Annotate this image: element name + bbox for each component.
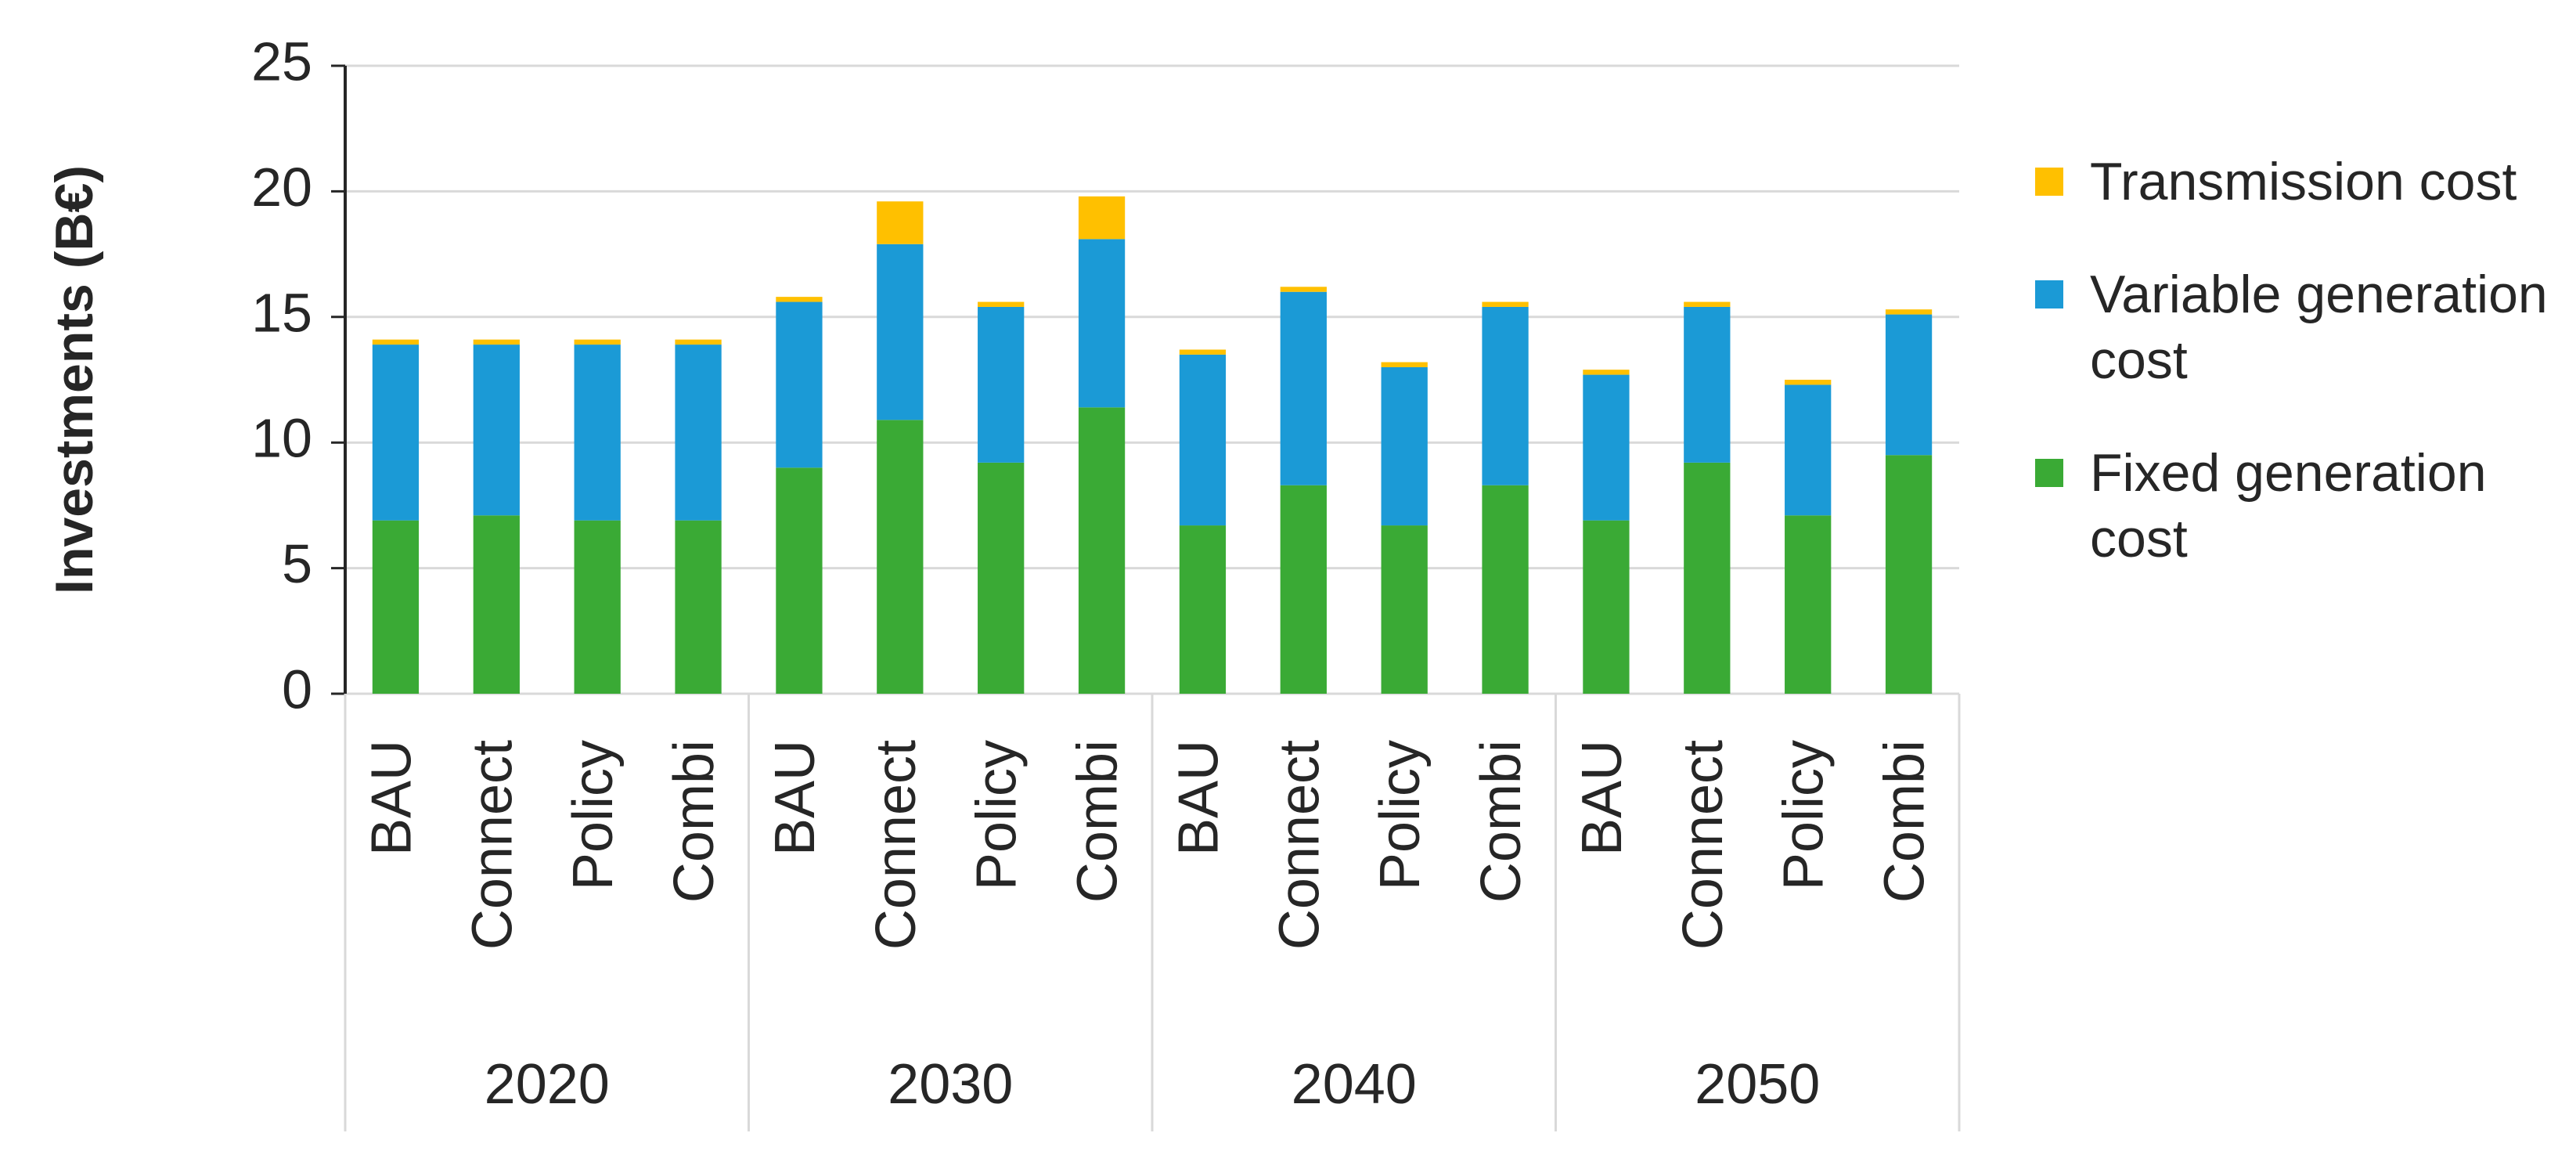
bar-segment — [1684, 462, 1731, 694]
bar-segment — [978, 462, 1025, 694]
legend-label: Variable generation cost — [2090, 265, 2548, 390]
group-label: 2030 — [888, 1053, 1013, 1116]
bar-segment — [372, 339, 420, 345]
bar-segment — [776, 297, 823, 302]
y-tick-label: 10 — [251, 408, 312, 469]
bar-segment — [1280, 287, 1327, 292]
y-axis-title: Investments (B€) — [45, 165, 104, 594]
bar-segment — [1078, 196, 1126, 240]
y-tick-label: 0 — [282, 658, 312, 720]
group-label: 2040 — [1292, 1053, 1417, 1116]
bar-segment — [1583, 520, 1630, 694]
bar-segment — [372, 345, 420, 521]
bar-segment — [877, 201, 924, 244]
x-tick-label: BAU — [1167, 740, 1230, 856]
bar-segment — [1078, 239, 1126, 408]
bar-segment — [1684, 306, 1731, 463]
x-tick-label: Connect — [1268, 740, 1331, 950]
x-tick-label: Policy — [562, 740, 625, 890]
bar-segment — [1280, 291, 1327, 485]
bar-segment — [473, 345, 520, 516]
bar-segment — [1583, 374, 1630, 521]
x-tick-label: BAU — [360, 740, 423, 856]
bar-segment — [776, 467, 823, 694]
bar-segment — [877, 420, 924, 694]
bar-segment — [1179, 525, 1227, 694]
bar-segment — [1885, 455, 1933, 694]
bar-segment — [1179, 354, 1227, 526]
bar-segment — [1885, 309, 1933, 315]
bar-segment — [1381, 362, 1428, 367]
bar-segment — [1583, 370, 1630, 375]
bar-segment — [473, 515, 520, 694]
x-tick-label: Connect — [461, 740, 524, 950]
bar-segment — [978, 306, 1025, 463]
y-tick-label: 20 — [251, 157, 312, 218]
x-tick-label: BAU — [1571, 740, 1634, 856]
y-tick-label: 5 — [282, 533, 312, 594]
x-tick-label: Policy — [966, 740, 1029, 890]
legend-swatch — [2035, 280, 2063, 308]
bar-segment — [675, 520, 722, 694]
x-tick-label: Policy — [1369, 740, 1432, 890]
x-tick-label: Combi — [1874, 740, 1937, 903]
bar-segment — [1684, 301, 1731, 307]
x-tick-label: Connect — [1672, 740, 1735, 950]
legend-label: Transmission cost — [2090, 152, 2517, 211]
bar-segment — [1785, 380, 1832, 385]
bar-segment — [1785, 384, 1832, 516]
y-tick-label: 15 — [251, 282, 312, 343]
bar-segment — [372, 520, 420, 694]
bar-segment — [473, 339, 520, 345]
bar-segment — [877, 244, 924, 420]
group-label: 2020 — [485, 1053, 610, 1116]
legend-swatch — [2035, 168, 2063, 196]
bar-segment — [978, 301, 1025, 307]
bar-segment — [1280, 485, 1327, 694]
bar-segment — [1885, 314, 1933, 456]
legend-label: Fixed generation cost — [2090, 443, 2487, 568]
legend-entry: Transmission cost — [2035, 149, 2560, 215]
x-tick-label: Policy — [1773, 740, 1836, 890]
bar-segment — [574, 345, 621, 521]
bar-segment — [1381, 366, 1428, 526]
bar-segment — [1785, 515, 1832, 694]
bar-segment — [675, 345, 722, 521]
bar-segment — [1482, 306, 1529, 485]
x-tick-label: Connect — [865, 740, 928, 950]
x-tick-label: Combi — [1470, 740, 1533, 903]
bar-segment — [1179, 349, 1227, 355]
bar-segment — [574, 339, 621, 345]
legend-entry: Fixed generation cost — [2035, 440, 2560, 572]
legend: Transmission cost Variable generation cos… — [2035, 149, 2560, 619]
legend-swatch — [2035, 459, 2063, 487]
x-tick-label: BAU — [764, 740, 827, 856]
bar-segment — [675, 339, 722, 345]
bar-segment — [1078, 407, 1126, 694]
bar-segment — [776, 301, 823, 468]
x-tick-label: Combi — [1067, 740, 1129, 903]
legend-entry: Variable generation cost — [2035, 262, 2560, 393]
x-tick-label: Combi — [663, 740, 726, 903]
group-label: 2050 — [1695, 1053, 1820, 1116]
bar-segment — [1381, 525, 1428, 694]
bar-segment — [1482, 485, 1529, 694]
bar-segment — [1482, 301, 1529, 307]
bar-segment — [574, 520, 621, 694]
y-tick-label: 25 — [251, 31, 312, 92]
